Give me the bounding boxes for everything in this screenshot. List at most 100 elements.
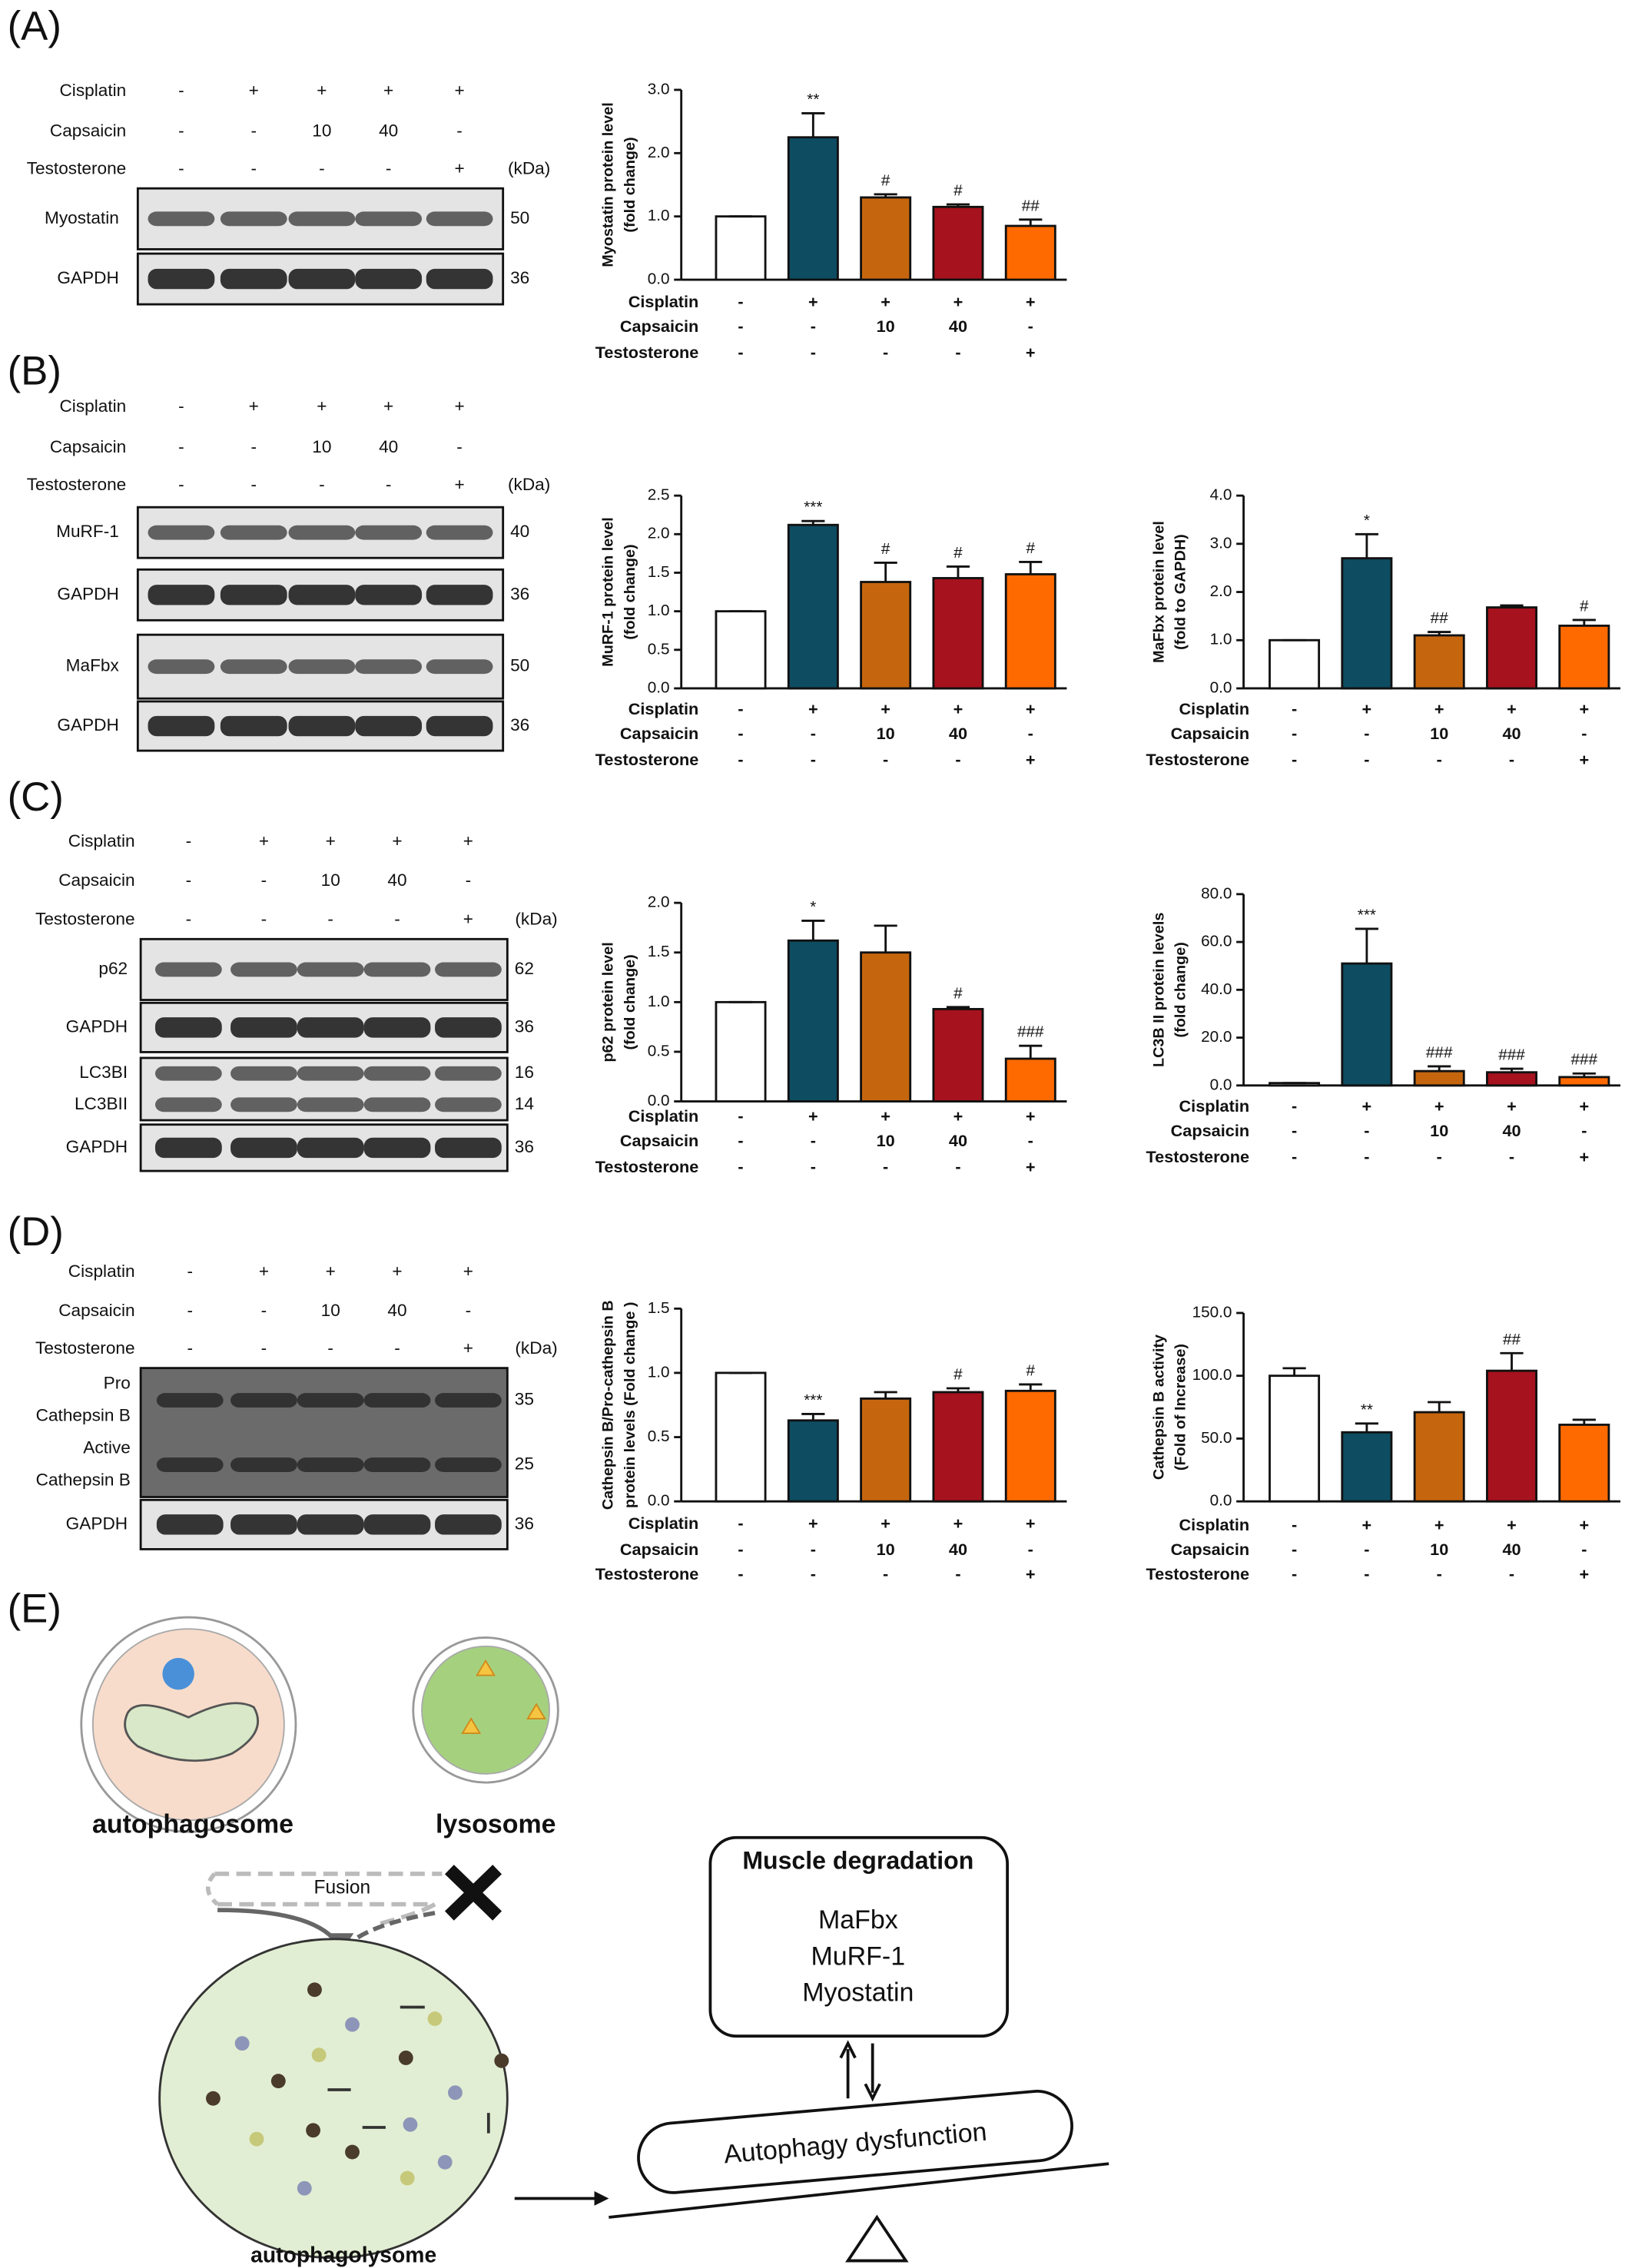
y-tick-label: 2.0	[1210, 582, 1232, 600]
treatment-value: +	[326, 831, 336, 850]
kda-value: 35	[515, 1390, 534, 1409]
treatment-value: +	[953, 1106, 963, 1126]
y-tick-label: 3.0	[648, 80, 670, 98]
y-tick-label: 1.5	[648, 1299, 670, 1317]
treatment-value: +	[881, 292, 890, 311]
error-bar	[1500, 1067, 1524, 1073]
band	[230, 1097, 297, 1112]
treatment-value: -	[883, 750, 888, 769]
bar	[1413, 1411, 1465, 1503]
kda-value: 50	[510, 208, 529, 227]
treatment-name: Testosterone	[27, 159, 127, 178]
nucleus	[162, 1657, 194, 1690]
y-tick-label: 0.0	[648, 1492, 670, 1510]
treatment-value: +	[953, 292, 963, 311]
y-axis-label: (fold change)	[622, 544, 638, 639]
significance: ###	[1426, 1043, 1453, 1061]
treatment-value: 40	[1502, 1540, 1521, 1559]
treatment-value: -	[186, 870, 192, 890]
significance: ##	[1431, 609, 1449, 627]
band	[435, 1066, 502, 1081]
band	[148, 585, 215, 605]
kda-value: 36	[510, 715, 529, 734]
treatment-name: Cisplatin	[68, 831, 135, 850]
treatment-value: -	[386, 159, 392, 178]
y-axis-label: (fold change)	[1172, 942, 1189, 1037]
panel-label: (A)	[8, 4, 61, 49]
kda-value: 36	[515, 1514, 534, 1533]
significance: ##	[1503, 1331, 1521, 1348]
treatment-value: -	[1581, 724, 1587, 743]
y-axis-label: MuRF-1 protein level	[600, 517, 617, 667]
error-bar	[1019, 218, 1043, 227]
treatment-value: +	[463, 831, 473, 850]
treatment-value: -	[1292, 1564, 1297, 1583]
band	[363, 1097, 431, 1112]
treatment-value: +	[1026, 699, 1036, 718]
bar	[932, 577, 984, 690]
band	[355, 715, 423, 737]
y-tick-label: 0.5	[648, 640, 670, 658]
treatment-value: -	[955, 750, 960, 769]
treatment-value: -	[466, 870, 472, 890]
exchange-arrows	[839, 2040, 881, 2102]
treatment-value: +	[383, 81, 393, 100]
y-axis-label: Cathepsin B/Pro-cathepsin B	[600, 1300, 617, 1510]
significance: **	[1361, 1401, 1373, 1418]
treatment-value: 10	[877, 1540, 895, 1559]
error-bar	[946, 1006, 970, 1010]
treatment-value: -	[466, 1301, 472, 1320]
treatment-value: 10	[1430, 724, 1448, 743]
treatment-value: -	[883, 1564, 888, 1583]
treatment-value: +	[1026, 292, 1036, 311]
treatment-name: Capsaicin	[50, 121, 126, 141]
band	[435, 1017, 502, 1038]
treatment-value: +	[1026, 1157, 1036, 1176]
y-tick-label: 0.5	[648, 1427, 670, 1445]
treatment-value: 10	[312, 121, 331, 141]
treatment-value: -	[250, 437, 257, 456]
bar	[1004, 224, 1056, 281]
treatment-value: -	[811, 1564, 816, 1583]
significance: #	[881, 540, 890, 558]
treatment-name: Testosterone	[595, 343, 699, 362]
kda-unit: (kDa)	[515, 1338, 557, 1358]
treatment-value: -	[738, 750, 743, 769]
lysosome-label: lysosome	[436, 1810, 556, 1839]
treatment-value: -	[394, 1338, 400, 1358]
band	[148, 268, 215, 290]
panel-e: autophagosome lysosome Fusion autophagol…	[80, 1616, 1109, 2266]
treatment-value: -	[1292, 750, 1297, 769]
bar	[1558, 1424, 1610, 1503]
treatment-value: +	[808, 699, 818, 718]
band	[148, 715, 215, 737]
band	[288, 715, 356, 737]
treatment-name: Testosterone	[1146, 1147, 1250, 1166]
autophagosome-label: autophagosome	[92, 1810, 294, 1839]
treatment-value: +	[249, 81, 259, 100]
error-bar	[1355, 927, 1378, 964]
y-tick-label: 1.0	[648, 1363, 670, 1381]
treatment-value: -	[261, 1338, 267, 1358]
arrow-head	[594, 2191, 609, 2206]
box-item: Myostatin	[802, 1978, 914, 2007]
y-tick-label: 40.0	[1201, 980, 1232, 998]
error-bar	[1019, 560, 1043, 575]
kda-value: 36	[515, 1137, 534, 1156]
bar-chart: 0.0 1.0 2.0 3.0 4.0 MaFbx protein level (fold …	[1146, 486, 1620, 769]
treatment-value: -	[250, 475, 257, 494]
y-tick-label: 20.0	[1201, 1028, 1232, 1046]
treatment-value: 40	[379, 121, 398, 141]
error-bar	[801, 919, 825, 941]
bar	[1413, 634, 1465, 690]
band	[297, 1066, 364, 1081]
treatment-value: -	[1292, 724, 1297, 743]
treatment-name: Capsaicin	[620, 724, 698, 743]
treatment-value: -	[738, 1106, 743, 1126]
box-item: MuRF-1	[811, 1941, 906, 1971]
treatment-value: +	[1507, 1096, 1517, 1116]
treatment-value: -	[811, 1157, 816, 1176]
blot-label: MaFbx	[66, 656, 120, 675]
treatment-value: 40	[949, 1131, 967, 1150]
blot-strip	[139, 1498, 509, 1550]
